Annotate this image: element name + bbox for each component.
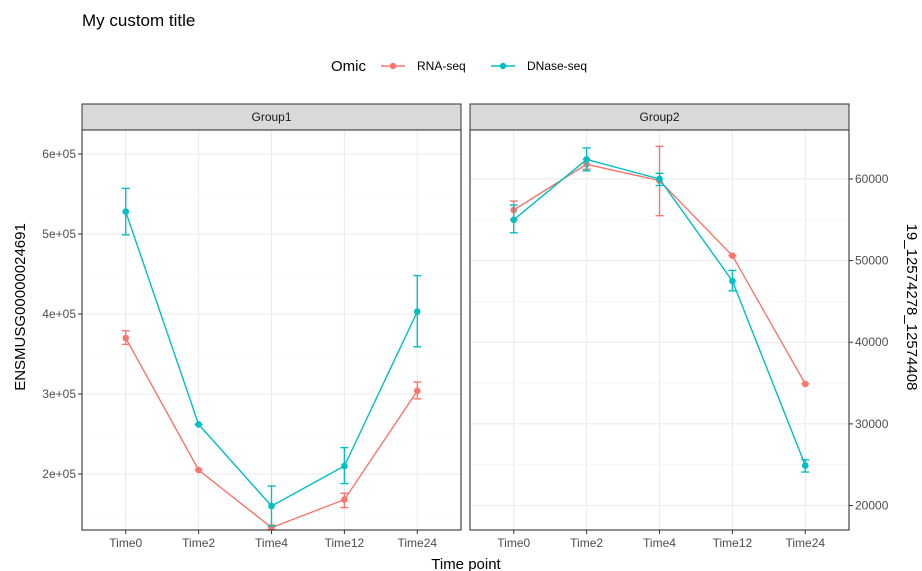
- x-tick-label: Time0: [497, 536, 530, 550]
- data-point-dnase-seq: [195, 421, 202, 428]
- x-tick-label: Time2: [570, 536, 603, 550]
- panel-border: [81, 129, 462, 531]
- y-tick-label: 40000: [855, 335, 889, 349]
- legend: Omic RNA-seq DNase-seq: [331, 58, 587, 75]
- panel-strip-label: Group1: [251, 110, 291, 124]
- data-point-dnase-seq: [122, 208, 130, 215]
- y-tick-label: 50000: [855, 254, 889, 268]
- legend-item-rna: RNA-seq: [381, 59, 466, 73]
- data-point-rna-seq: [195, 466, 202, 474]
- x-tick-label: Time12: [713, 536, 753, 550]
- x-tick-label: Time24: [397, 536, 437, 550]
- y-tick-label: 5e+05: [42, 227, 76, 241]
- data-point-rna-seq: [729, 252, 736, 260]
- x-tick-label: Time12: [325, 536, 365, 550]
- legend-label-dnase: DNase-seq: [527, 59, 587, 73]
- data-point-dnase-seq: [729, 277, 736, 285]
- y-axis-title-right: 19_12574278_12574408: [903, 224, 920, 391]
- legend-key-point-rna: [389, 62, 397, 70]
- x-tick-label: Time4: [255, 536, 288, 550]
- data-point-dnase-seq: [341, 462, 348, 470]
- x-tick-label: Time2: [182, 536, 215, 550]
- legend-item-dnase: DNase-seq: [491, 59, 587, 73]
- data-point-dnase-seq: [656, 175, 663, 183]
- data-point-rna-seq: [413, 387, 421, 395]
- panel-strip: [469, 103, 850, 131]
- data-point-dnase-seq: [583, 156, 590, 163]
- data-point-dnase-seq: [801, 462, 809, 469]
- chart-title: My custom title: [82, 11, 195, 30]
- y-tick-label: 6e+05: [42, 147, 76, 161]
- plot-layer: Group1 2e+05 3e+05 4e+05 5e+05 6e+05 Time0 Time…: [42, 103, 889, 550]
- panel-strip: [81, 103, 462, 131]
- legend-label-rna: RNA-seq: [417, 59, 466, 73]
- x-tick-label: Time24: [785, 536, 825, 550]
- data-point-dnase-seq: [413, 308, 421, 315]
- data-point-rna-seq: [341, 496, 348, 503]
- data-point-dnase-seq: [510, 216, 518, 224]
- y-tick-label: 30000: [855, 417, 889, 431]
- panel-1: Group1 2e+05 3e+05 4e+05 5e+05 6e+05 Time0 Time…: [42, 103, 462, 550]
- data-point-dnase-seq: [268, 502, 275, 510]
- y-tick-label: 60000: [855, 172, 889, 186]
- panel-strip-label: Group2: [639, 110, 679, 124]
- y-axis-title-left: ENSMUSG00000024691: [12, 223, 29, 391]
- legend-key-point-dnase: [499, 62, 507, 70]
- x-axis-title: Time point: [431, 556, 501, 571]
- y-tick-label: 2e+05: [42, 467, 76, 481]
- y-tick-label: 4e+05: [42, 307, 76, 321]
- x-tick-label: Time4: [643, 536, 676, 550]
- data-point-rna-seq: [122, 334, 130, 342]
- data-point-rna-seq: [801, 380, 809, 388]
- panel-border: [469, 129, 850, 531]
- legend-title: Omic: [331, 58, 366, 75]
- y-tick-label: 20000: [855, 499, 889, 513]
- y-tick-label: 3e+05: [42, 387, 76, 401]
- x-tick-label: Time0: [109, 536, 142, 550]
- panel-2: Group2 20000 30000 40000 50000 60000 Time0 Time…: [469, 103, 889, 550]
